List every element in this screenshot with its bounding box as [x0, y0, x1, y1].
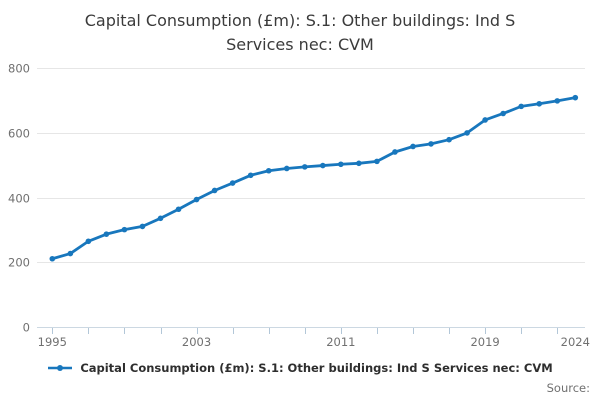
data-point-marker: [554, 98, 561, 104]
data-point-marker: [392, 149, 398, 155]
data-point-marker: [49, 255, 56, 262]
data-point-marker: [338, 161, 344, 168]
y-tick-label: 0: [23, 321, 30, 335]
data-point-marker: [500, 110, 506, 117]
data-point-marker: [320, 162, 326, 169]
data-point-marker: [211, 187, 218, 194]
chart-title-line-2: Services nec: CVM: [226, 35, 374, 54]
data-point-marker: [265, 167, 272, 174]
y-tick-label: 200: [8, 256, 30, 270]
data-point-marker: [85, 238, 92, 245]
y-tick-label: 600: [8, 127, 30, 141]
y-tick-label: 400: [8, 192, 30, 206]
data-point-marker: [193, 196, 200, 203]
data-point-marker: [247, 172, 254, 179]
y-tick-label: 800: [8, 62, 30, 76]
data-point-marker: [139, 223, 146, 230]
data-point-marker: [356, 160, 362, 167]
data-point-marker: [482, 117, 488, 123]
data-point-marker: [157, 215, 164, 222]
legend-line-icon: [48, 365, 73, 371]
data-point-marker: [374, 158, 380, 165]
source-note: Source:: [546, 381, 590, 395]
data-point-marker: [121, 226, 128, 233]
data-point-marker: [518, 103, 524, 110]
x-tick-label: 2019: [470, 335, 499, 349]
data-point-marker: [301, 164, 308, 170]
data-point-marker: [536, 100, 543, 107]
data-point-marker: [446, 136, 452, 143]
x-tick-label: 1995: [38, 335, 67, 349]
chart-title-line-1: Capital Consumption (£m): S.1: Other bui…: [84, 11, 516, 30]
x-tick-label: 2011: [326, 335, 355, 349]
chart-title: Capital Consumption (£m): S.1: Other bui…: [0, 9, 600, 57]
data-point-marker: [428, 141, 434, 147]
data-point-marker: [103, 231, 110, 237]
legend: Capital Consumption (£m): S.1: Other bui…: [0, 361, 600, 375]
data-point-marker: [283, 165, 290, 172]
data-point-marker: [67, 250, 74, 257]
data-point-marker: [229, 180, 236, 186]
legend-label: Capital Consumption (£m): S.1: Other bui…: [80, 361, 553, 375]
data-point-marker: [410, 143, 416, 150]
data-point-marker: [175, 206, 182, 213]
data-point-marker: [572, 94, 579, 101]
x-tick-label: 2024: [561, 335, 590, 349]
series-line: [50, 96, 577, 261]
data-point-marker: [464, 130, 470, 136]
x-tick-label: 2003: [182, 335, 211, 349]
